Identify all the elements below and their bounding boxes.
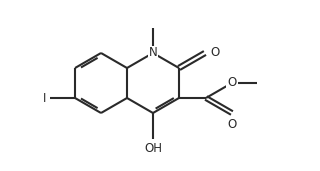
Text: N: N [148,47,157,60]
Text: O: O [227,118,236,131]
Text: OH: OH [144,142,162,155]
Text: O: O [227,76,236,89]
Text: I: I [43,91,46,104]
Text: O: O [210,45,219,58]
